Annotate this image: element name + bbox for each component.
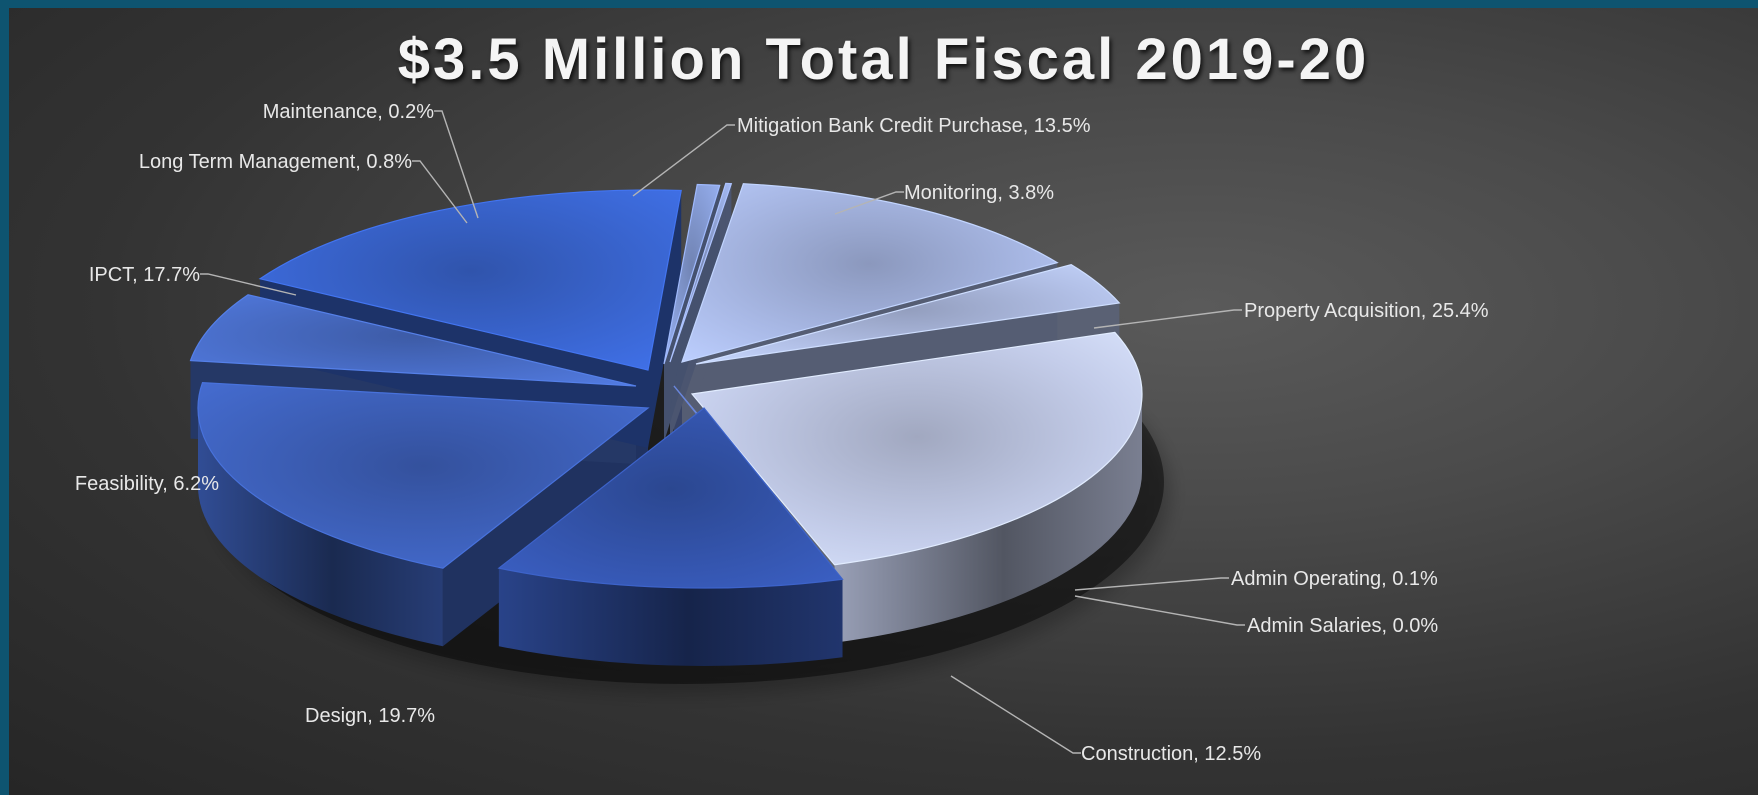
leader-line [434, 110, 479, 219]
chart-frame: $3.5 Million Total Fiscal 2019-20 Proper… [9, 8, 1758, 795]
pie-slice-side [834, 394, 1142, 643]
chart-title: $3.5 Million Total Fiscal 2019-20 [397, 27, 1370, 92]
slice-label: Maintenance, 0.2% [263, 101, 434, 123]
pie-slice-monitoring [695, 263, 1121, 365]
slice-label: IPCT, 17.7% [89, 264, 200, 286]
slice-label: Long Term Management, 0.8% [139, 151, 412, 173]
pie-slice-design [197, 381, 650, 569]
pie-slice-property-acquisition [690, 331, 1143, 566]
slice-label: Construction, 12.5% [1081, 743, 1261, 765]
leader-line [1093, 309, 1242, 329]
leader-line [1074, 577, 1229, 591]
pie-slice-maintenance [669, 182, 733, 363]
leader-line [950, 675, 1081, 754]
leader-line [834, 191, 904, 215]
pie-slice-mitigation-bank-credit-purchase [681, 183, 1059, 363]
pie-slice-long-term-management [663, 183, 721, 365]
pie-slice-wall [442, 408, 648, 647]
slice-label: Design, 19.7% [305, 705, 435, 727]
pie-slice-feasibility [189, 294, 637, 387]
pie-slice-wall [648, 190, 682, 448]
slice-label: Admin Operating, 0.1% [1231, 568, 1438, 590]
leader-line [412, 160, 468, 224]
pie-slice-construction [497, 407, 844, 589]
slice-label: Admin Salaries, 0.0% [1247, 615, 1438, 637]
slice-label: Property Acquisition, 25.4% [1244, 300, 1489, 322]
pie-slice-side [198, 408, 443, 647]
leader-line [200, 273, 297, 296]
slice-label: Mitigation Bank Credit Purchase, 13.5% [737, 115, 1091, 137]
leader-line [1074, 595, 1245, 626]
leader-line [632, 124, 735, 197]
pie-slice-ipct [258, 189, 682, 371]
slice-label: Monitoring, 3.8% [904, 182, 1054, 204]
pie-chart: Property Acquisition, 25.4% Admin Operati… [75, 101, 1489, 765]
slice-label: Feasibility, 6.2% [75, 473, 219, 495]
pie-slice-side [498, 568, 843, 666]
